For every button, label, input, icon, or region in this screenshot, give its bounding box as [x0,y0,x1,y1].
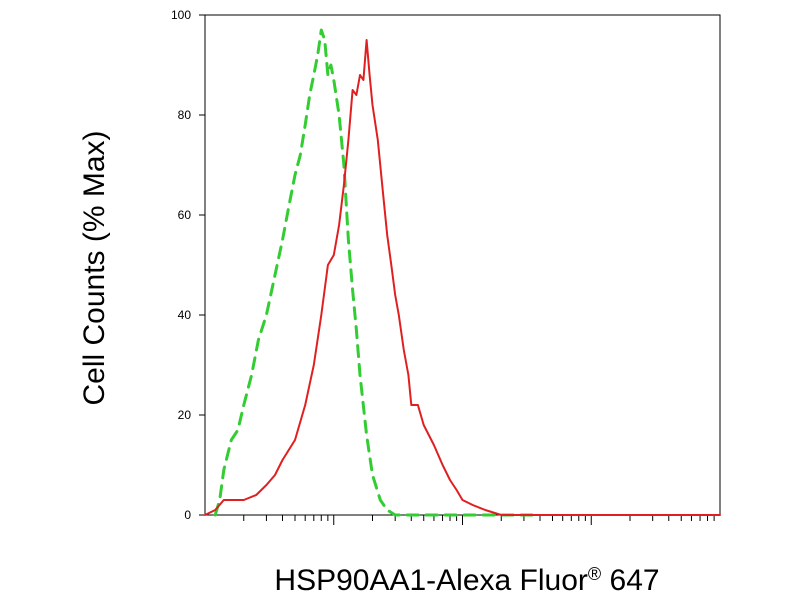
x-axis-ticks [243,515,715,525]
series-dashed-green-line [213,28,542,517]
y-tick-label: 20 [178,408,192,422]
series [204,28,721,517]
x-axis-label-suffix: 647 [601,564,659,597]
y-axis-ticks: 0 20 40 60 80 100 [171,8,205,522]
y-tick-label: 100 [171,8,191,22]
y-tick-label: 60 [178,208,192,222]
axes [204,14,721,516]
y-axis-label: Cell Counts (% Max) [78,130,111,405]
plot-frame [204,14,721,516]
y-tick-label: 40 [178,308,192,322]
x-axis-label: HSP90AA1-Alexa Fluor® 647 [274,564,659,597]
y-tick-label: 0 [184,508,191,522]
x-axis-label-main: HSP90AA1-Alexa Fluor [274,564,587,597]
y-tick-label: 80 [178,108,192,122]
series-solid-red-line [204,39,721,516]
registered-mark: ® [588,564,601,584]
